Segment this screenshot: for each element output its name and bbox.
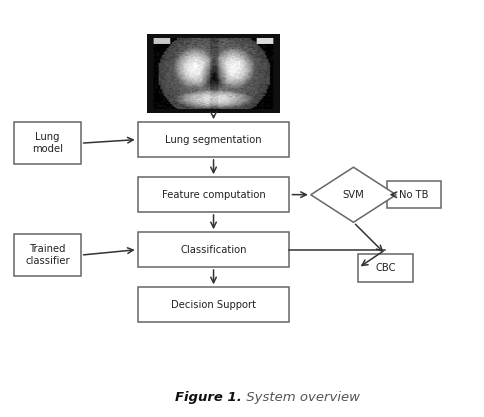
Text: Figure 1.: Figure 1. — [175, 391, 242, 404]
FancyBboxPatch shape — [15, 234, 81, 276]
FancyBboxPatch shape — [137, 177, 289, 212]
FancyBboxPatch shape — [137, 232, 289, 267]
FancyBboxPatch shape — [387, 181, 441, 208]
Text: SVM: SVM — [343, 190, 364, 200]
Text: Feature computation: Feature computation — [162, 190, 265, 200]
Text: CBC: CBC — [375, 263, 396, 273]
Text: No TB: No TB — [399, 190, 429, 200]
Polygon shape — [311, 167, 396, 222]
FancyBboxPatch shape — [137, 287, 289, 322]
Text: Decision Support: Decision Support — [171, 300, 256, 310]
Text: Classification: Classification — [181, 245, 247, 255]
Text: Lung segmentation: Lung segmentation — [165, 135, 262, 145]
FancyBboxPatch shape — [358, 254, 413, 282]
FancyBboxPatch shape — [15, 122, 81, 164]
Text: System overview: System overview — [242, 391, 360, 404]
FancyBboxPatch shape — [137, 122, 289, 157]
Text: Lung
model: Lung model — [32, 133, 63, 154]
Text: Trained
classifier: Trained classifier — [25, 244, 70, 266]
